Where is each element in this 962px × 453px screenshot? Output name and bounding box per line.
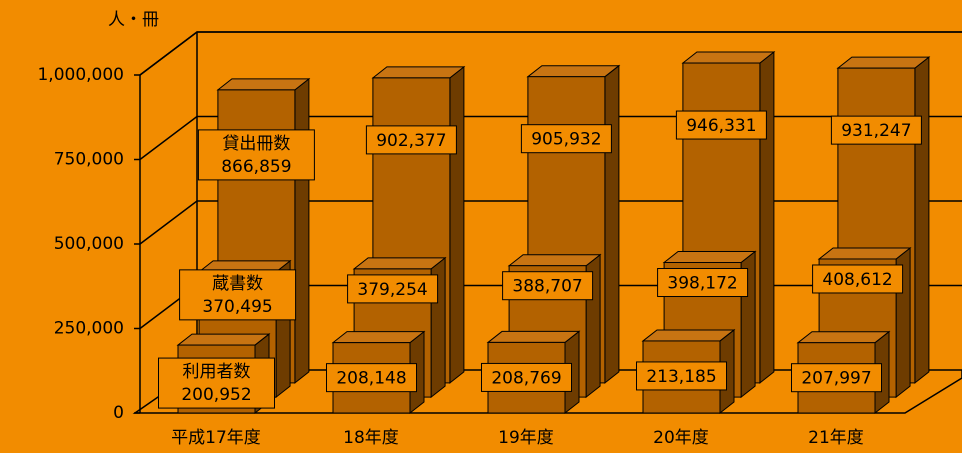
- data-label-box: [791, 363, 882, 393]
- bar-top: [507, 254, 602, 267]
- data-label: 213,185: [646, 367, 716, 387]
- bar-top: [486, 330, 581, 343]
- bar-top: [662, 251, 757, 264]
- x-tick-label: 18年度: [343, 428, 399, 448]
- data-label: 207,997: [801, 369, 871, 389]
- data-label-box: [197, 129, 315, 181]
- data-label: 931,247: [841, 121, 911, 141]
- data-label: 200,952: [181, 385, 251, 405]
- bar-top: [681, 51, 776, 64]
- data-label-box: [520, 124, 612, 154]
- data-label-box: [657, 268, 749, 298]
- data-label: 379,254: [357, 280, 427, 300]
- data-label-box: [812, 264, 904, 294]
- data-label-box: [326, 363, 417, 393]
- bar-top: [526, 65, 621, 78]
- data-label: 946,331: [686, 116, 756, 136]
- data-label: 408,612: [822, 270, 892, 290]
- data-label-box: [830, 115, 922, 145]
- bar-top: [796, 331, 891, 344]
- bar-side: [759, 51, 775, 384]
- grid-line: [139, 31, 962, 76]
- y-tick-label: 250,000: [54, 319, 124, 339]
- bar-top: [817, 247, 912, 260]
- x-tick-label: 19年度: [498, 428, 554, 448]
- data-label: 398,172: [667, 274, 737, 294]
- y-axis-label: 人・冊: [108, 10, 159, 30]
- data-label: 208,769: [491, 368, 561, 388]
- data-label: 866,859: [221, 157, 291, 177]
- data-label-box: [675, 110, 767, 140]
- data-label-box: [365, 125, 457, 155]
- series-name: 利用者数: [183, 362, 251, 382]
- data-label-box: [502, 271, 594, 301]
- bar-top: [371, 66, 466, 79]
- x-tick-label: 21年度: [808, 428, 864, 448]
- series-name: 蔵書数: [212, 274, 263, 294]
- data-label: 208,148: [336, 369, 406, 389]
- data-label-box: [347, 274, 439, 304]
- y-tick-label: 500,000: [54, 234, 124, 254]
- data-label-box: [158, 357, 275, 409]
- data-label-box: [636, 361, 727, 391]
- data-label-box: [481, 362, 572, 392]
- bar-side: [294, 77, 310, 384]
- bar-side: [604, 64, 620, 384]
- data-label: 902,377: [376, 131, 446, 151]
- x-tick-label: 平成17年度: [171, 428, 261, 448]
- data-label: 905,932: [531, 130, 601, 150]
- bar-side: [914, 56, 930, 384]
- bar-top: [331, 331, 426, 344]
- y-tick-label: 0: [113, 403, 124, 423]
- series-name: 貸出冊数: [222, 134, 290, 154]
- data-label: 388,707: [512, 277, 582, 297]
- bar-top: [216, 78, 311, 91]
- bar-side: [449, 65, 465, 384]
- y-tick-label: 1,000,000: [37, 65, 124, 85]
- bar-top: [352, 257, 447, 270]
- data-label: 370,495: [202, 297, 272, 317]
- bar-top: [176, 333, 271, 346]
- data-label-box: [179, 269, 297, 321]
- bar-top: [836, 56, 931, 69]
- bar-top: [641, 329, 736, 342]
- y-tick-label: 750,000: [54, 150, 124, 170]
- x-tick-label: 20年度: [653, 428, 709, 448]
